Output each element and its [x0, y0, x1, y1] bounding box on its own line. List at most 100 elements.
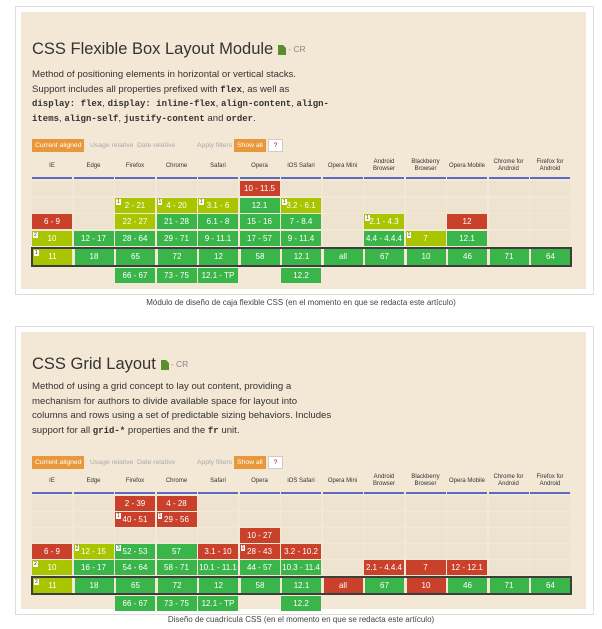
support-cell[interactable] — [73, 512, 114, 527]
support-cell[interactable] — [32, 181, 72, 196]
support-cell[interactable] — [322, 528, 363, 543]
support-cell[interactable] — [530, 560, 570, 575]
support-cell[interactable] — [322, 512, 363, 527]
support-cell[interactable]: 10 - 11.5 — [239, 181, 280, 196]
future-version-cell[interactable]: 73 - 75 — [156, 267, 197, 283]
support-cell[interactable]: 10 2 — [32, 560, 72, 575]
support-cell[interactable] — [405, 512, 446, 527]
support-cell[interactable] — [322, 496, 363, 511]
current-version-cell[interactable]: 65 — [116, 578, 155, 593]
support-cell[interactable]: 9 - 11.4 — [281, 230, 321, 246]
current-version-cell[interactable]: all — [323, 578, 363, 593]
support-cell[interactable] — [447, 197, 487, 213]
support-cell[interactable] — [239, 496, 280, 511]
current-version-cell[interactable]: 12 — [199, 578, 238, 593]
support-cell[interactable] — [488, 544, 529, 559]
support-cell[interactable] — [488, 214, 529, 229]
support-cell[interactable]: 58 - 71 — [156, 560, 197, 575]
support-cell[interactable] — [239, 512, 280, 527]
support-cell[interactable]: 7 — [405, 560, 446, 575]
support-cell[interactable] — [156, 528, 197, 543]
support-cell[interactable] — [488, 528, 529, 543]
support-cell[interactable] — [322, 544, 363, 559]
tab-usage-relative[interactable]: Usage relative — [90, 459, 134, 466]
support-cell[interactable] — [364, 528, 404, 543]
support-cell[interactable] — [364, 181, 404, 196]
current-version-cell[interactable]: 10 — [406, 249, 446, 265]
support-cell[interactable] — [281, 512, 321, 527]
current-version-cell[interactable]: 10 — [406, 578, 446, 593]
current-version-cell[interactable]: 71 — [489, 578, 529, 593]
show-all-button[interactable]: Show all — [234, 139, 266, 152]
support-cell[interactable] — [198, 496, 238, 511]
support-cell[interactable] — [488, 197, 529, 213]
current-version-cell[interactable]: 18 — [74, 249, 114, 265]
support-cell[interactable]: 16 - 17 — [73, 560, 114, 575]
support-cell[interactable] — [322, 560, 363, 575]
support-cell[interactable] — [281, 528, 321, 543]
tab-usage-relative[interactable]: Usage relative — [90, 142, 134, 149]
support-cell[interactable] — [488, 496, 529, 511]
current-version-cell[interactable]: 72 — [157, 249, 197, 265]
support-cell[interactable] — [530, 230, 570, 246]
current-version-cell[interactable]: 58 — [240, 249, 280, 265]
help-button[interactable]: ? — [268, 456, 283, 469]
support-cell[interactable] — [198, 181, 238, 196]
support-cell[interactable] — [364, 544, 404, 559]
tab-date-relative[interactable]: Date relative — [137, 142, 176, 149]
support-cell[interactable] — [364, 197, 404, 213]
support-cell[interactable]: 15 - 16 — [239, 214, 280, 229]
support-cell[interactable] — [447, 512, 487, 527]
show-all-button[interactable]: Show all — [234, 456, 266, 469]
support-cell[interactable] — [281, 181, 321, 196]
support-cell[interactable] — [115, 528, 155, 543]
future-version-cell[interactable]: 66 - 67 — [115, 596, 155, 611]
tab-current-aligned[interactable]: Current aligned — [32, 456, 85, 469]
support-cell[interactable] — [73, 214, 114, 229]
support-cell[interactable] — [488, 560, 529, 575]
future-version-cell[interactable]: 12.2 — [281, 267, 321, 283]
support-cell[interactable]: 4.4 - 4.4.4 — [364, 230, 404, 246]
current-version-cell[interactable]: 65 — [116, 249, 155, 265]
current-version-cell[interactable]: 12.1 — [282, 249, 321, 265]
support-cell[interactable] — [73, 197, 114, 213]
current-version-cell[interactable]: 67 — [365, 249, 404, 265]
support-cell[interactable] — [32, 528, 72, 543]
support-cell[interactable]: 2 - 21 1 — [115, 197, 155, 213]
support-cell[interactable]: 40 - 51 1 — [115, 512, 155, 527]
support-cell[interactable]: 6 - 9 — [32, 544, 72, 559]
support-cell[interactable] — [322, 181, 363, 196]
support-cell[interactable] — [198, 528, 238, 543]
support-cell[interactable] — [447, 181, 487, 196]
support-cell[interactable] — [32, 496, 72, 511]
support-cell[interactable] — [530, 197, 570, 213]
support-cell[interactable]: 3.1 - 10 — [198, 544, 238, 559]
support-cell[interactable]: 29 - 71 — [156, 230, 197, 246]
support-cell[interactable] — [405, 528, 446, 543]
support-cell[interactable] — [530, 528, 570, 543]
future-version-cell[interactable]: 12.1 - TP — [198, 596, 238, 611]
support-cell[interactable]: 12 - 12.1 — [447, 560, 487, 575]
support-cell[interactable]: 12.1 — [239, 197, 280, 213]
support-cell[interactable] — [281, 496, 321, 511]
support-cell[interactable]: 6 - 9 — [32, 214, 72, 229]
support-cell[interactable]: 54 - 64 — [115, 560, 155, 575]
support-cell[interactable] — [447, 544, 487, 559]
support-cell[interactable]: 10.1 - 11.1 — [198, 560, 238, 575]
current-version-cell[interactable]: 46 — [448, 578, 487, 593]
current-version-cell[interactable]: 64 — [531, 578, 570, 593]
support-cell[interactable]: 12 - 15 2 — [73, 544, 114, 559]
support-cell[interactable] — [364, 512, 404, 527]
support-cell[interactable] — [198, 512, 238, 527]
support-cell[interactable] — [530, 181, 570, 196]
current-version-cell[interactable]: 71 — [489, 249, 529, 265]
support-cell[interactable] — [73, 496, 114, 511]
support-cell[interactable]: 12 — [447, 214, 487, 229]
support-cell[interactable] — [405, 496, 446, 511]
support-cell[interactable] — [405, 181, 446, 196]
support-cell[interactable]: 28 - 43 1 — [239, 544, 280, 559]
support-cell[interactable]: 7 - 8.4 — [281, 214, 321, 229]
current-version-cell[interactable]: 72 — [157, 578, 197, 593]
